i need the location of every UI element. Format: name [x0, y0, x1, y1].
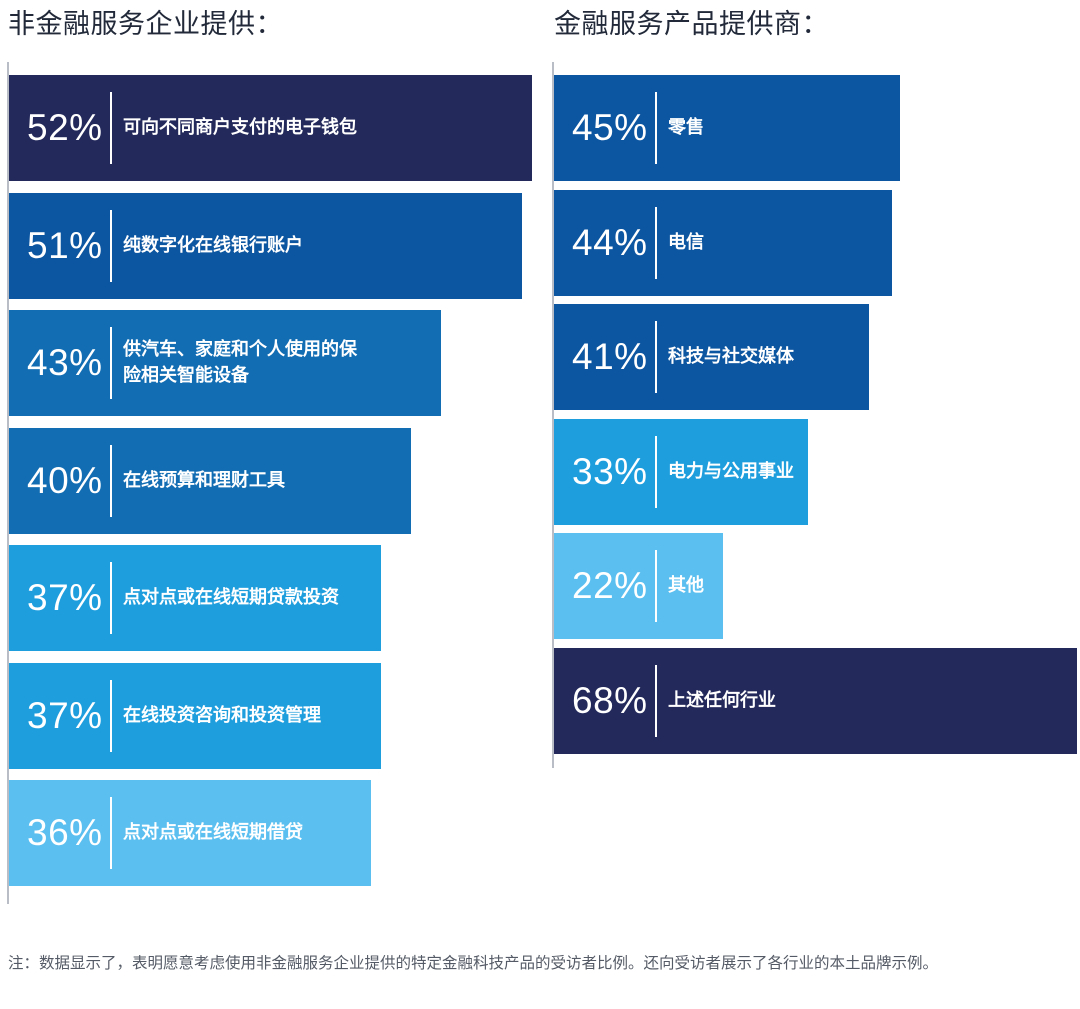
left-bar-divider: [110, 680, 112, 752]
right-bar-value-label: 22%: [572, 565, 648, 606]
right-bar-divider: [655, 321, 657, 393]
left-bar-category-label: 在线预算和理财工具: [123, 470, 285, 491]
left-axis-line: [7, 62, 9, 904]
right-bar-divider: [655, 92, 657, 164]
left-bar-category-label: 点对点或在线短期贷款投资: [123, 587, 339, 608]
right-axis-line: [552, 62, 554, 768]
left-bar-divider: [110, 797, 112, 869]
left-bar: 40% 在线预算和理财工具: [9, 428, 411, 534]
left-bar-category-label: 点对点或在线短期借贷: [123, 822, 303, 843]
right-bar-value-label: 41%: [572, 336, 648, 377]
left-bar-value-label: 37%: [27, 577, 103, 618]
right-bar-divider: [655, 207, 657, 279]
right-bar: 22% 其他: [554, 533, 723, 639]
right-bar: 44% 电信: [554, 190, 892, 296]
right-bar-value-label: 45%: [572, 107, 648, 148]
right-bar: 45% 零售: [554, 75, 900, 181]
right-bar-category-label: 电信: [668, 232, 704, 253]
right-bar-category-label: 电力与公用事业: [668, 461, 794, 482]
left-bar-value-label: 51%: [27, 225, 103, 266]
right-bar-category-label: 科技与社交媒体: [668, 346, 794, 367]
left-bar: 37% 点对点或在线短期贷款投资: [9, 545, 381, 651]
left-bar-category-label: 纯数字化在线银行账户: [123, 235, 303, 256]
left-bar: 36% 点对点或在线短期借贷: [9, 780, 371, 886]
left-panel-title: 非金融服务企业提供：: [8, 9, 283, 40]
left-bar-divider: [110, 210, 112, 282]
left-bar-divider: [110, 327, 112, 399]
left-bar-value-label: 36%: [27, 812, 103, 853]
left-bar-category-label: 供汽车、家庭和个人使用的保 险相关智能设备: [123, 339, 357, 386]
right-bar: 68% 上述任何行业: [554, 648, 1077, 754]
footnote: 注：数据显示了，表明愿意考虑使用非金融服务企业提供的特定金融科技产品的受访者比例…: [8, 954, 939, 972]
left-bar: 51% 纯数字化在线银行账户: [9, 193, 522, 299]
right-panel-title: 金融服务产品提供商：: [554, 9, 829, 40]
left-bar-value-label: 40%: [27, 460, 103, 501]
right-bar-value-label: 33%: [572, 451, 648, 492]
right-bar: 41% 科技与社交媒体: [554, 304, 869, 410]
left-bar-divider: [110, 92, 112, 164]
right-bar-value-label: 44%: [572, 222, 648, 263]
left-bar: 37% 在线投资咨询和投资管理: [9, 663, 381, 769]
right-bar-category-label: 其他: [668, 575, 704, 596]
left-bar-category-label: 在线投资咨询和投资管理: [123, 705, 321, 726]
right-bar-value-label: 68%: [572, 680, 648, 721]
left-bar: 43% 供汽车、家庭和个人使用的保 险相关智能设备: [9, 310, 441, 416]
left-bar-category-label: 可向不同商户支付的电子钱包: [123, 117, 357, 138]
right-bar-divider: [655, 665, 657, 737]
right-bar: 33% 电力与公用事业: [554, 419, 808, 525]
left-bar-divider: [110, 445, 112, 517]
right-bar-category-label: 零售: [668, 117, 704, 138]
left-bar: 52% 可向不同商户支付的电子钱包: [9, 75, 532, 181]
left-bar-value-label: 52%: [27, 107, 103, 148]
right-bar-divider: [655, 550, 657, 622]
right-bar-divider: [655, 436, 657, 508]
left-bar-value-label: 37%: [27, 695, 103, 736]
left-bar-divider: [110, 562, 112, 634]
left-bar-value-label: 43%: [27, 342, 103, 383]
right-bar-category-label: 上述任何行业: [668, 690, 776, 711]
